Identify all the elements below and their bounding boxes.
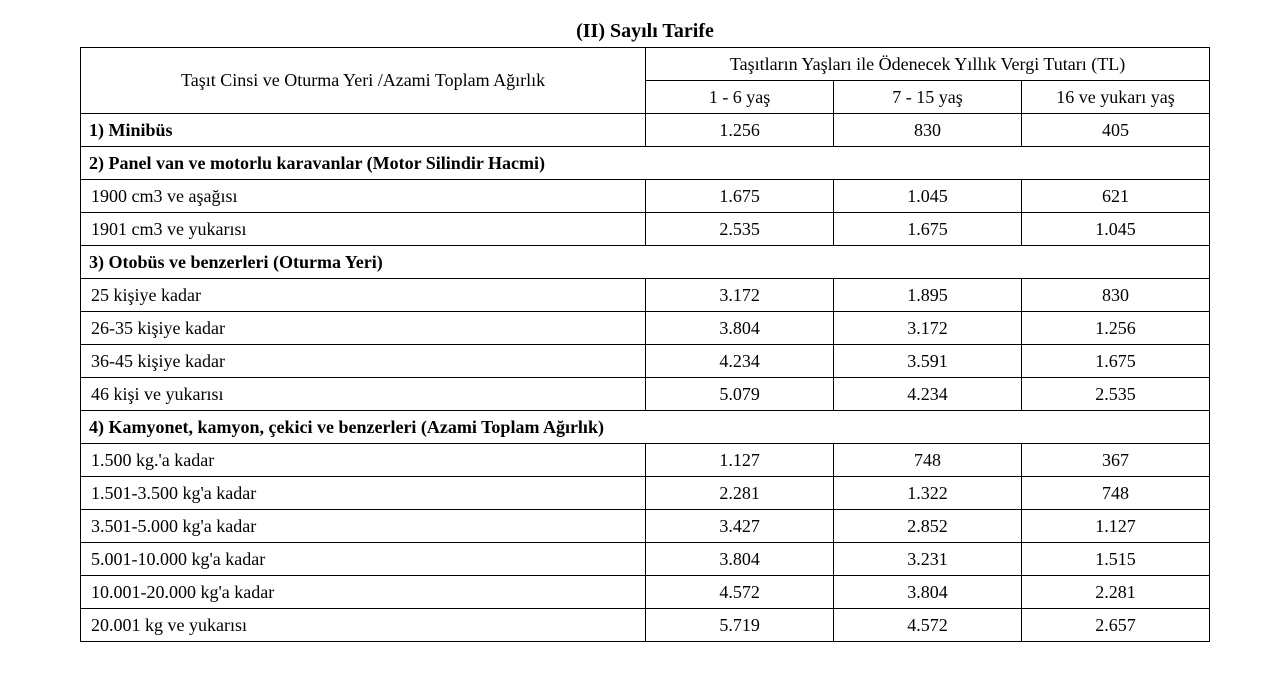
cell-value: 5.719 (646, 609, 834, 642)
row-label: 1900 cm3 ve aşağısı (81, 180, 646, 213)
header-age-1: 1 - 6 yaş (646, 81, 834, 114)
cell-value: 1.322 (834, 477, 1022, 510)
row-label: 36-45 kişiye kadar (81, 345, 646, 378)
table-row: 10.001-20.000 kg'a kadar 4.572 3.804 2.2… (81, 576, 1210, 609)
cell-value: 4.234 (646, 345, 834, 378)
cell-value: 2.281 (646, 477, 834, 510)
cell-value: 1.127 (1022, 510, 1210, 543)
cell-value: 3.172 (646, 279, 834, 312)
row-label: 1901 cm3 ve yukarısı (81, 213, 646, 246)
cell-value: 2.535 (646, 213, 834, 246)
tariff-table: Taşıt Cinsi ve Oturma Yeri /Azami Toplam… (80, 47, 1210, 642)
cell-value: 3.804 (646, 312, 834, 345)
table-row: 2) Panel van ve motorlu karavanlar (Moto… (81, 147, 1210, 180)
table-row: 3.501-5.000 kg'a kadar 3.427 2.852 1.127 (81, 510, 1210, 543)
row-label: 25 kişiye kadar (81, 279, 646, 312)
cell-value: 3.231 (834, 543, 1022, 576)
table-row: 1900 cm3 ve aşağısı 1.675 1.045 621 (81, 180, 1210, 213)
cell-value: 1.675 (834, 213, 1022, 246)
table-row: 1.500 kg.'a kadar 1.127 748 367 (81, 444, 1210, 477)
header-age-group: Taşıtların Yaşları ile Ödenecek Yıllık V… (646, 48, 1210, 81)
cell-value: 4.572 (646, 576, 834, 609)
row-label: 1.501-3.500 kg'a kadar (81, 477, 646, 510)
cell-value: 367 (1022, 444, 1210, 477)
cell-value: 830 (1022, 279, 1210, 312)
table-row: 26-35 kişiye kadar 3.804 3.172 1.256 (81, 312, 1210, 345)
row-label: 46 kişi ve yukarısı (81, 378, 646, 411)
cell-value: 3.172 (834, 312, 1022, 345)
table-row: 1) Minibüs 1.256 830 405 (81, 114, 1210, 147)
table-row: 3) Otobüs ve benzerleri (Oturma Yeri) (81, 246, 1210, 279)
cell-value: 1.127 (646, 444, 834, 477)
header-age-2: 7 - 15 yaş (834, 81, 1022, 114)
cell-value: 1.895 (834, 279, 1022, 312)
cell-value: 748 (1022, 477, 1210, 510)
cell-value: 3.427 (646, 510, 834, 543)
section-1-label: 1) Minibüs (81, 114, 646, 147)
cell-value: 4.572 (834, 609, 1022, 642)
table-row: 1901 cm3 ve yukarısı 2.535 1.675 1.045 (81, 213, 1210, 246)
cell-value: 1.675 (1022, 345, 1210, 378)
cell-value: 1.256 (1022, 312, 1210, 345)
cell-value: 2.281 (1022, 576, 1210, 609)
header-vehicle-type: Taşıt Cinsi ve Oturma Yeri /Azami Toplam… (81, 48, 646, 114)
table-row: 5.001-10.000 kg'a kadar 3.804 3.231 1.51… (81, 543, 1210, 576)
cell-value: 3.591 (834, 345, 1022, 378)
cell-value: 3.804 (646, 543, 834, 576)
row-label: 10.001-20.000 kg'a kadar (81, 576, 646, 609)
row-label: 26-35 kişiye kadar (81, 312, 646, 345)
cell-value: 621 (1022, 180, 1210, 213)
cell-value: 2.535 (1022, 378, 1210, 411)
row-label: 5.001-10.000 kg'a kadar (81, 543, 646, 576)
cell-value: 1.675 (646, 180, 834, 213)
table-row: 36-45 kişiye kadar 4.234 3.591 1.675 (81, 345, 1210, 378)
cell-value: 4.234 (834, 378, 1022, 411)
cell-value: 1.045 (834, 180, 1022, 213)
header-row-1: Taşıt Cinsi ve Oturma Yeri /Azami Toplam… (81, 48, 1210, 81)
header-age-3: 16 ve yukarı yaş (1022, 81, 1210, 114)
table-row: 1.501-3.500 kg'a kadar 2.281 1.322 748 (81, 477, 1210, 510)
section-4-label: 4) Kamyonet, kamyon, çekici ve benzerler… (81, 411, 1210, 444)
cell-value: 830 (834, 114, 1022, 147)
cell-value: 748 (834, 444, 1022, 477)
row-label: 3.501-5.000 kg'a kadar (81, 510, 646, 543)
cell-value: 1.515 (1022, 543, 1210, 576)
table-row: 20.001 kg ve yukarısı 5.719 4.572 2.657 (81, 609, 1210, 642)
cell-value: 1.256 (646, 114, 834, 147)
cell-value: 2.657 (1022, 609, 1210, 642)
cell-value: 2.852 (834, 510, 1022, 543)
cell-value: 1.045 (1022, 213, 1210, 246)
section-2-label: 2) Panel van ve motorlu karavanlar (Moto… (81, 147, 1210, 180)
table-row: 46 kişi ve yukarısı 5.079 4.234 2.535 (81, 378, 1210, 411)
table-row: 4) Kamyonet, kamyon, çekici ve benzerler… (81, 411, 1210, 444)
section-3-label: 3) Otobüs ve benzerleri (Oturma Yeri) (81, 246, 1210, 279)
table-title: (II) Sayılı Tarife (80, 20, 1210, 43)
row-label: 1.500 kg.'a kadar (81, 444, 646, 477)
cell-value: 5.079 (646, 378, 834, 411)
table-row: 25 kişiye kadar 3.172 1.895 830 (81, 279, 1210, 312)
cell-value: 405 (1022, 114, 1210, 147)
cell-value: 3.804 (834, 576, 1022, 609)
row-label: 20.001 kg ve yukarısı (81, 609, 646, 642)
